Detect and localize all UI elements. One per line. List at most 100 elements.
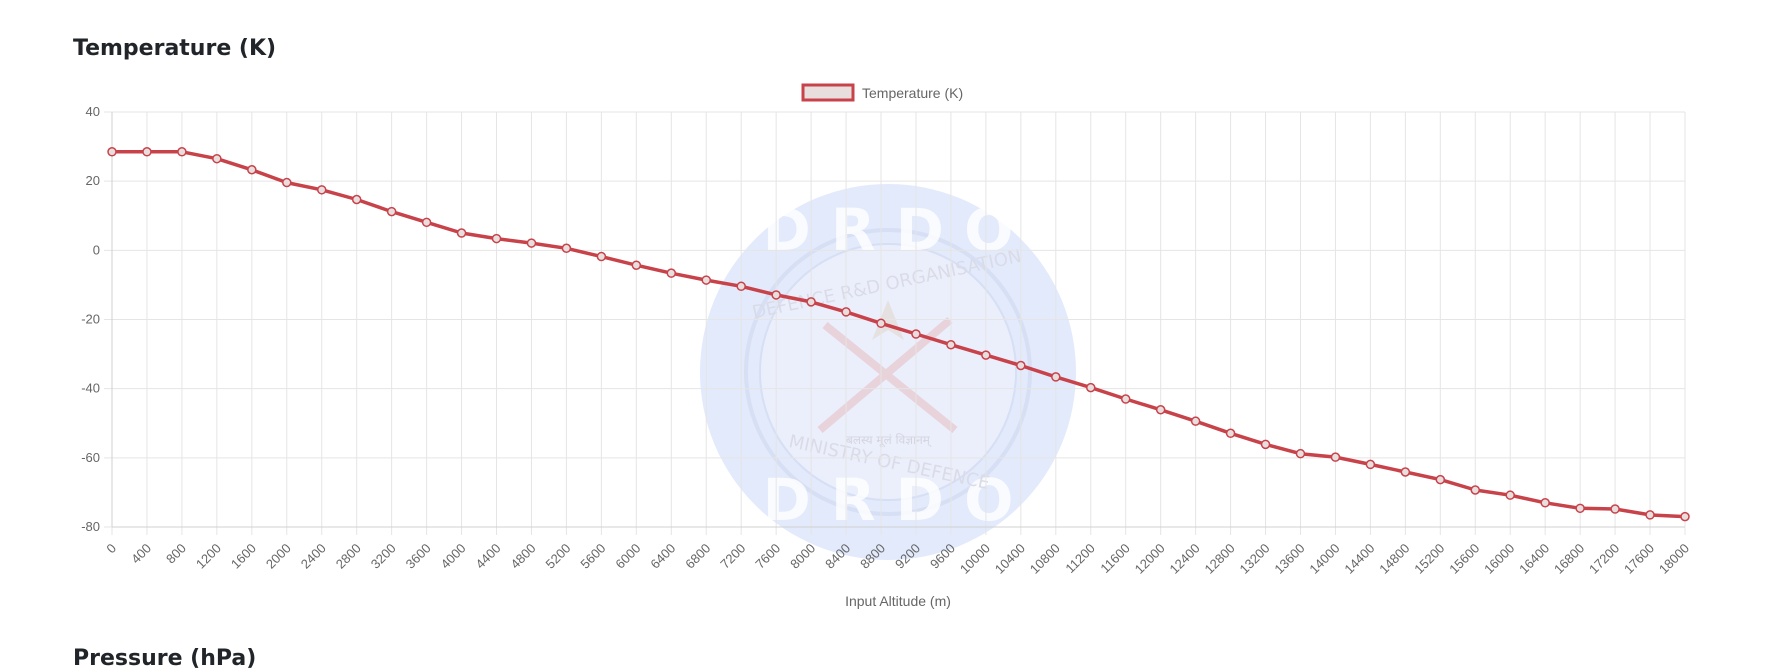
- x-tick-label: 13600: [1271, 541, 1307, 577]
- x-tick-label: 6000: [612, 541, 643, 572]
- x-tick-label: 4000: [438, 541, 469, 572]
- data-point[interactable]: [1225, 428, 1236, 439]
- data-point[interactable]: [1610, 504, 1620, 514]
- data-point[interactable]: [1120, 394, 1131, 404]
- y-tick-label: -20: [81, 312, 100, 327]
- data-point[interactable]: [1680, 511, 1690, 522]
- data-point[interactable]: [561, 243, 572, 254]
- data-point[interactable]: [1295, 448, 1306, 459]
- data-point[interactable]: [736, 281, 746, 292]
- data-point[interactable]: [596, 251, 607, 262]
- x-tick-label: 17600: [1621, 541, 1657, 577]
- data-point[interactable]: [1365, 459, 1376, 470]
- data-point[interactable]: [876, 318, 886, 329]
- data-point[interactable]: [282, 177, 292, 188]
- x-tick-label: 1600: [228, 541, 259, 572]
- y-tick-label: 20: [86, 173, 100, 188]
- x-tick-label: 11600: [1097, 541, 1132, 576]
- watermark-top-text: D R D O: [763, 196, 1014, 264]
- data-point[interactable]: [351, 194, 362, 205]
- data-point[interactable]: [1051, 372, 1061, 382]
- x-tick-label: 3200: [368, 541, 399, 572]
- x-tick-label: 13200: [1236, 541, 1272, 577]
- data-point[interactable]: [1470, 485, 1481, 495]
- y-tick-label: -60: [81, 450, 100, 465]
- legend-swatch: [801, 83, 855, 102]
- x-tick-label: 14000: [1306, 541, 1342, 577]
- data-point[interactable]: [1155, 405, 1166, 415]
- data-point[interactable]: [631, 260, 642, 270]
- pressure-section-title: Pressure (hPa): [73, 646, 257, 671]
- data-point[interactable]: [1190, 416, 1201, 426]
- data-point[interactable]: [1505, 490, 1515, 500]
- data-point[interactable]: [177, 147, 187, 157]
- temperature-section-title: Temperature (K): [73, 36, 277, 61]
- data-point[interactable]: [911, 329, 921, 339]
- data-point[interactable]: [1435, 474, 1446, 485]
- data-point[interactable]: [1400, 467, 1411, 477]
- data-point[interactable]: [981, 350, 991, 360]
- y-axis: 40 20 0 -20 -40 -60 -80: [81, 104, 100, 534]
- x-tick-label: 2000: [263, 541, 294, 572]
- watermark-ring: [744, 228, 1032, 516]
- data-point[interactable]: [421, 217, 432, 228]
- data-point[interactable]: [456, 228, 467, 238]
- data-point[interactable]: [386, 206, 397, 217]
- x-tick-label: 12000: [1132, 541, 1168, 577]
- data-point[interactable]: [771, 290, 781, 300]
- x-tick-label: 10800: [1027, 541, 1063, 577]
- watermark-bottom-text: D R D O: [763, 466, 1014, 534]
- x-tick-label: 7600: [752, 541, 783, 572]
- x-tick-label: 14800: [1376, 541, 1412, 577]
- data-point[interactable]: [1086, 382, 1096, 393]
- data-point[interactable]: [142, 147, 152, 157]
- x-tick-label: 4400: [473, 541, 504, 572]
- x-tick-label: 6800: [682, 541, 713, 572]
- x-tick-label: 2400: [298, 541, 329, 572]
- series-temperature: [107, 147, 1690, 522]
- data-point[interactable]: [1540, 498, 1550, 508]
- watermark-hindi-text: बलस्य मूलं विज्ञानम्: [846, 433, 932, 448]
- data-point[interactable]: [666, 268, 677, 278]
- chart-grid: [104, 111, 1686, 535]
- data-point[interactable]: [1575, 503, 1585, 514]
- legend-label: Temperature (K): [862, 85, 963, 101]
- x-tick-label: 10000: [957, 541, 993, 577]
- x-tick-label: 16000: [1481, 541, 1517, 577]
- x-tick-label: 0: [103, 541, 119, 557]
- x-tick-label: 4800: [508, 541, 539, 572]
- x-tick-label: 17200: [1586, 541, 1622, 577]
- series-line-temperature: [110, 150, 1687, 519]
- data-point[interactable]: [1260, 439, 1271, 450]
- data-point[interactable]: [107, 147, 117, 157]
- y-tick-label: 0: [93, 242, 100, 257]
- data-point[interactable]: [946, 339, 956, 350]
- data-point[interactable]: [806, 297, 816, 307]
- x-tick-label: 11200: [1062, 541, 1097, 576]
- chart-legend[interactable]: Temperature (K): [801, 83, 963, 102]
- data-point[interactable]: [701, 275, 711, 285]
- data-point[interactable]: [247, 165, 257, 175]
- data-point[interactable]: [526, 238, 537, 248]
- x-tick-label: 400: [128, 541, 154, 567]
- x-tick-label: 5600: [577, 541, 608, 572]
- x-axis-title: Input Altitude (m): [845, 593, 951, 609]
- x-tick-label: 14400: [1341, 541, 1377, 577]
- x-tick-label: 12800: [1202, 541, 1238, 577]
- y-tick-label: -80: [81, 519, 100, 534]
- y-tick-label: -40: [81, 381, 100, 396]
- data-point[interactable]: [212, 153, 222, 164]
- x-tick-label: 10400: [992, 541, 1028, 577]
- data-point[interactable]: [1016, 360, 1026, 371]
- data-point[interactable]: [841, 307, 851, 317]
- data-point[interactable]: [316, 185, 327, 195]
- x-tick-label: 16400: [1516, 541, 1552, 577]
- data-point[interactable]: [1330, 452, 1341, 462]
- x-tick-label: 18000: [1656, 541, 1692, 577]
- x-tick-label: 5200: [542, 541, 573, 572]
- x-tick-label: 1200: [193, 541, 224, 572]
- x-tick-label: 800: [163, 541, 189, 567]
- data-point[interactable]: [1645, 510, 1655, 520]
- data-point[interactable]: [491, 233, 502, 244]
